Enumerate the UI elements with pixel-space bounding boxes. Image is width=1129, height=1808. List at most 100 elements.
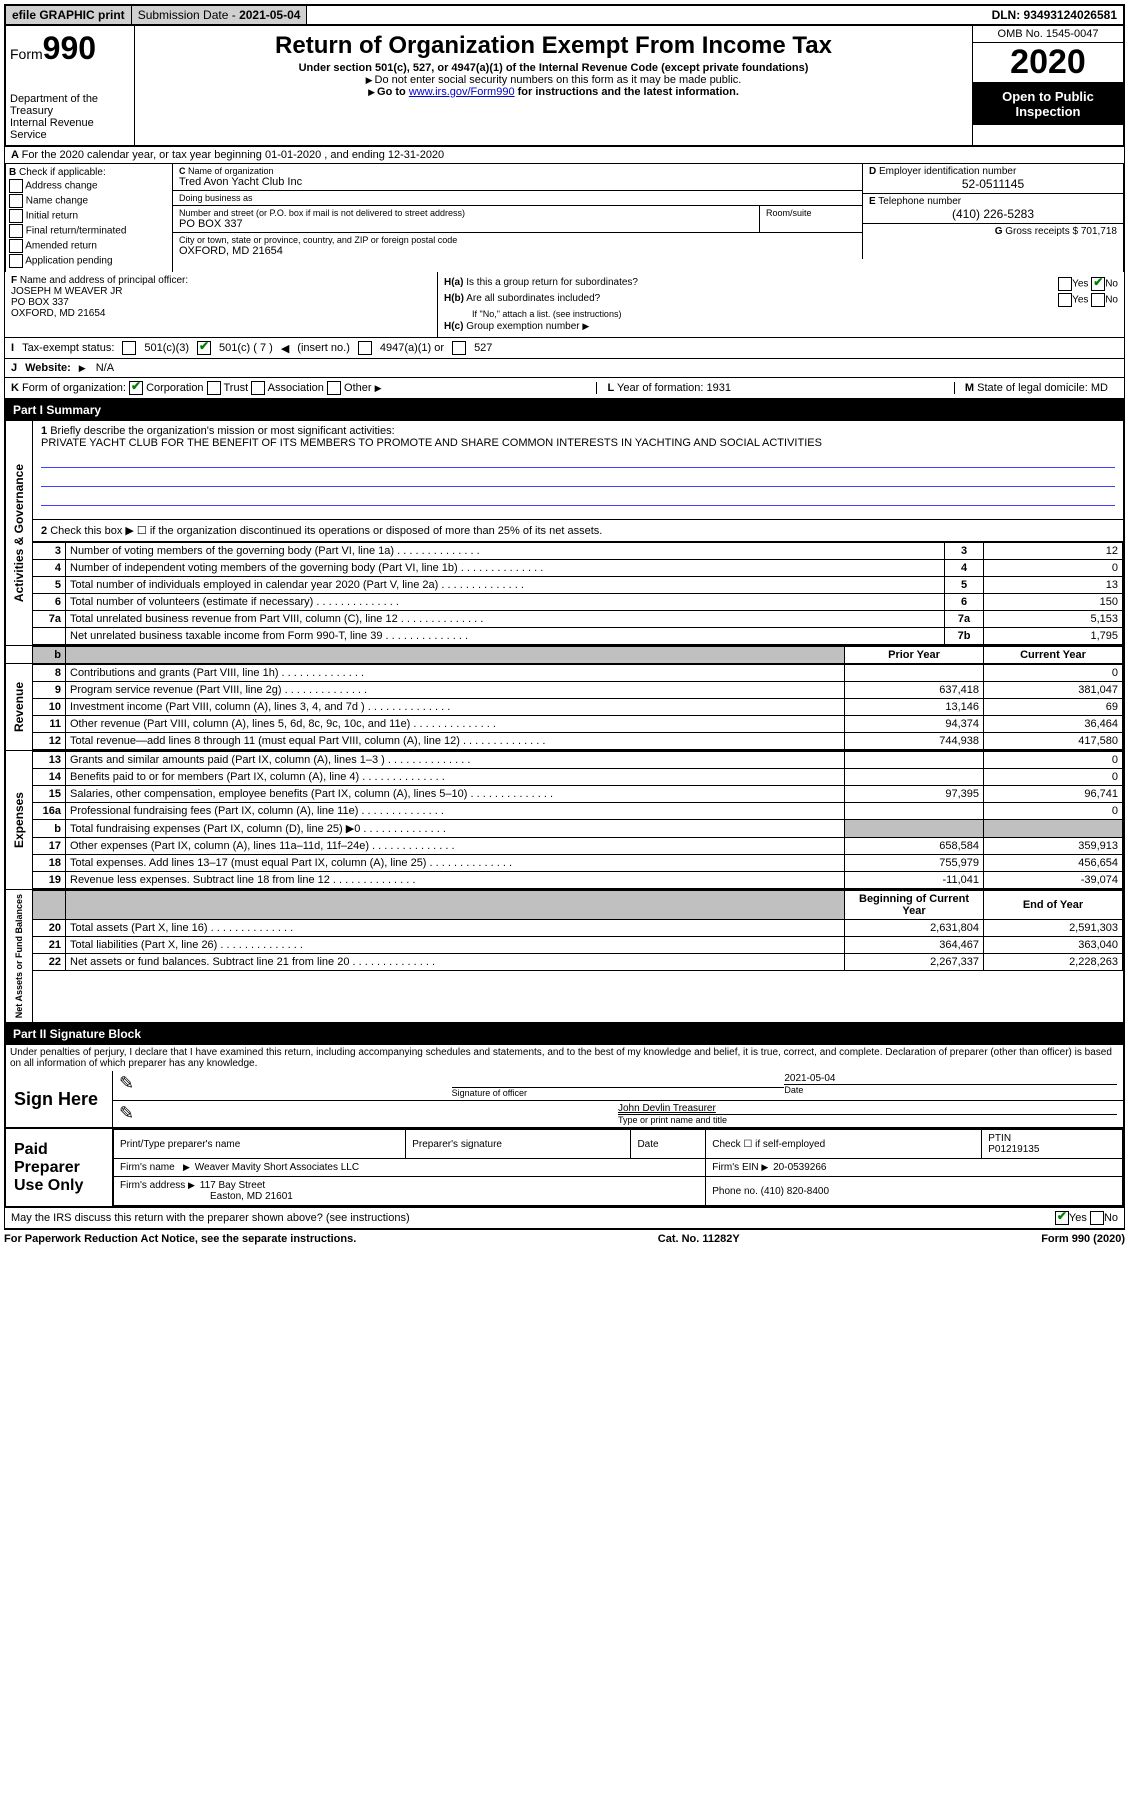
header-right: OMB No. 1545-0047 2020 Open to Public In…: [973, 26, 1123, 145]
table-row: 9Program service revenue (Part VIII, lin…: [33, 682, 1123, 699]
table-row: 18Total expenses. Add lines 13–17 (must …: [33, 855, 1123, 872]
table-row: 22Net assets or fund balances. Subtract …: [33, 954, 1123, 971]
submission-date-value: 2021-05-04: [239, 8, 300, 22]
sig-date-label: Date: [784, 1084, 1117, 1095]
row-i-tax-status: I Tax-exempt status: 501(c)(3) 501(c) ( …: [4, 338, 1125, 359]
column-h: H(a) Is this a group return for subordin…: [438, 272, 1124, 337]
firm-name-cell: Firm's name Weaver Mavity Short Associat…: [114, 1159, 706, 1177]
ein-cell: D Employer identification number 52-0511…: [863, 164, 1123, 194]
prep-sig-header: Preparer's signature: [406, 1130, 631, 1159]
part-2-header: Part II Signature Block: [4, 1023, 1125, 1045]
open-public-badge: Open to Public Inspection: [973, 83, 1123, 125]
address-cell: Number and street (or P.O. box if mail i…: [173, 206, 760, 233]
column-c: C Name of organization Tred Avon Yacht C…: [173, 164, 1123, 272]
hb-yes[interactable]: [1058, 293, 1072, 307]
gross-receipts-value: 701,718: [1081, 226, 1117, 237]
top-bar: efile GRAPHIC print Submission Date - 20…: [4, 4, 1125, 26]
governance-table: 3Number of voting members of the governi…: [33, 542, 1123, 645]
table-row: 21Total liabilities (Part X, line 26)364…: [33, 937, 1123, 954]
sign-here-label: Sign Here: [6, 1071, 113, 1127]
chk-4947[interactable]: [358, 341, 372, 355]
preparer-table: Print/Type preparer's name Preparer's si…: [113, 1129, 1123, 1206]
footer-right: Form 990 (2020): [1041, 1233, 1125, 1245]
chk-trust[interactable]: [207, 381, 221, 395]
table-row: 7aTotal unrelated business revenue from …: [33, 611, 1123, 628]
page-footer: For Paperwork Reduction Act Notice, see …: [4, 1229, 1125, 1248]
room-cell: Room/suite: [760, 206, 862, 233]
q2: 2 Check this box ▶ ☐ if the organization…: [33, 520, 1123, 542]
ha-yes[interactable]: [1058, 277, 1072, 291]
discuss-yes[interactable]: [1055, 1211, 1069, 1225]
l-year: L Year of formation: 1931: [596, 382, 741, 394]
column-d-e-g: D Employer identification number 52-0511…: [863, 164, 1123, 259]
officer-addr1: PO BOX 337: [11, 297, 69, 308]
officer-addr2: OXFORD, MD 21654: [11, 308, 105, 319]
submission-date-label: Submission Date -: [138, 8, 239, 22]
chk-address-change[interactable]: Address change: [9, 179, 169, 193]
chk-final-return[interactable]: Final return/terminated: [9, 224, 169, 238]
sig-officer-label: Signature of officer: [452, 1087, 785, 1098]
city-value: OXFORD, MD 21654: [179, 245, 856, 257]
col-prior: Prior Year: [845, 647, 984, 664]
col-beginning: Beginning of Current Year: [845, 891, 984, 920]
efile-print-button[interactable]: efile GRAPHIC print: [6, 6, 132, 24]
label-governance: Activities & Governance: [10, 460, 28, 606]
chk-501c3[interactable]: [122, 341, 136, 355]
arrow-icon: [375, 382, 384, 394]
column-b-checkboxes: B Check if applicable: Address change Na…: [6, 164, 173, 272]
website-value: N/A: [96, 362, 114, 374]
check-applicable-label: Check if applicable:: [19, 167, 106, 178]
chk-corp[interactable]: [129, 381, 143, 395]
pen-icon: ✎: [119, 1103, 134, 1123]
table-row: 13Grants and similar amounts paid (Part …: [33, 752, 1123, 769]
city-cell: City or town, state or province, country…: [173, 233, 862, 259]
label-expenses: Expenses: [10, 788, 28, 852]
column-headers-row: b Prior Year Current Year: [4, 646, 1125, 664]
h-c: H(c) Group exemption number: [444, 321, 1118, 332]
hb-no[interactable]: [1091, 293, 1105, 307]
table-row: Net unrelated business taxable income fr…: [33, 628, 1123, 645]
pen-icon: ✎: [119, 1073, 134, 1093]
chk-name-change[interactable]: Name change: [9, 194, 169, 208]
table-row: 17Other expenses (Part IX, column (A), l…: [33, 838, 1123, 855]
subtitle-1: Under section 501(c), 527, or 4947(a)(1)…: [145, 62, 962, 74]
mission-box: 1 Briefly describe the organization's mi…: [33, 421, 1123, 520]
firm-ein-cell: Firm's EIN 20-0539266: [706, 1159, 1123, 1177]
arrow-icon: [366, 74, 375, 86]
label-net-assets: Net Assets or Fund Balances: [12, 890, 26, 1022]
ha-no[interactable]: [1091, 277, 1105, 291]
table-row: 20Total assets (Part X, line 16)2,631,80…: [33, 920, 1123, 937]
part-1-header: Part I Summary: [4, 399, 1125, 421]
section-identity: B Check if applicable: Address change Na…: [4, 164, 1125, 272]
chk-app-pending[interactable]: Application pending: [9, 254, 169, 268]
chk-assoc[interactable]: [251, 381, 265, 395]
header-left: Form990 Department of the Treasury Inter…: [6, 26, 135, 145]
chk-other[interactable]: [327, 381, 341, 395]
h-a: H(a) Is this a group return for subordin…: [444, 277, 1118, 291]
chk-501c[interactable]: [197, 341, 211, 355]
tax-year: 2020: [973, 43, 1123, 83]
discuss-no[interactable]: [1090, 1211, 1104, 1225]
chk-527[interactable]: [452, 341, 466, 355]
table-row: 5Total number of individuals employed in…: [33, 577, 1123, 594]
arrow-icon: [188, 1180, 197, 1191]
col-current: Current Year: [984, 647, 1123, 664]
table-row: 12Total revenue—add lines 8 through 11 (…: [33, 733, 1123, 750]
row-j-website: J Website: N/A: [4, 359, 1125, 378]
col-end: End of Year: [984, 891, 1123, 920]
chk-amended[interactable]: Amended return: [9, 239, 169, 253]
prep-date-header: Date: [631, 1130, 706, 1159]
table-row: 15Salaries, other compensation, employee…: [33, 786, 1123, 803]
subtitle-3: Go to www.irs.gov/Form990 for instructio…: [145, 86, 962, 98]
section-governance: Activities & Governance 1 Briefly descri…: [4, 421, 1125, 646]
irs-link[interactable]: www.irs.gov/Form990: [409, 86, 515, 98]
principal-officer: F Name and address of principal officer:…: [5, 272, 438, 337]
omb-number: OMB No. 1545-0047: [973, 26, 1123, 43]
chk-initial-return[interactable]: Initial return: [9, 209, 169, 223]
table-row: 19Revenue less expenses. Subtract line 1…: [33, 872, 1123, 889]
self-employed-check[interactable]: Check ☐ if self-employed: [706, 1130, 982, 1159]
table-row: 3Number of voting members of the governi…: [33, 543, 1123, 560]
table-row: 8Contributions and grants (Part VIII, li…: [33, 665, 1123, 682]
arrow-icon: [761, 1162, 770, 1173]
org-name: Tred Avon Yacht Club Inc: [179, 176, 856, 188]
